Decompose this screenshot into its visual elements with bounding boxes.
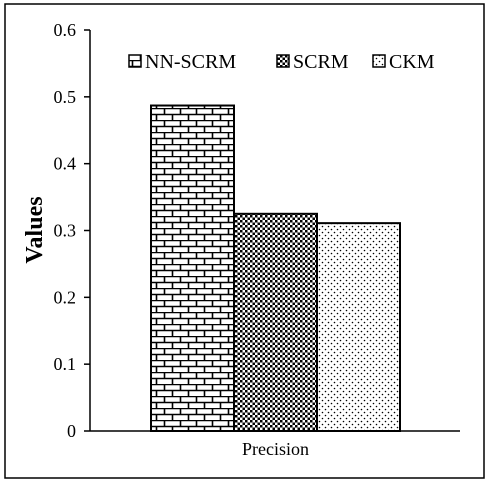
y-tick-label: 0.2	[54, 287, 77, 307]
bars	[150, 104, 401, 432]
legend-swatch-ckm	[372, 54, 386, 68]
bar-nn-scrm	[150, 104, 235, 432]
bar-ckm	[316, 222, 401, 432]
y-tick-label: 0.5	[54, 87, 77, 107]
legend-swatch-scrm	[276, 54, 290, 68]
y-tick-label: 0	[67, 421, 76, 441]
x-axis-tick-labels: Precision	[242, 439, 309, 459]
y-tick-label: 0.1	[54, 354, 77, 374]
y-tick-label: 0.4	[54, 154, 77, 174]
legend-label-scrm: SCRM	[293, 51, 349, 73]
y-axis-label: Values	[22, 196, 48, 263]
legend-label-ckm: CKM	[389, 51, 435, 73]
y-axis-ticks: 0 0.1 0.2 0.3 0.4 0.5 0.6	[54, 20, 90, 441]
y-tick-label: 0.6	[54, 20, 77, 40]
bar-scrm	[233, 212, 318, 432]
legend-swatch-nn-scrm	[128, 54, 142, 68]
x-tick-label: Precision	[242, 439, 309, 459]
chart-frame	[4, 3, 485, 479]
legend: NN-SCRM SCRM CKM	[128, 51, 435, 73]
legend-label-nn-scrm: NN-SCRM	[145, 51, 236, 73]
y-tick-label: 0.3	[54, 221, 77, 241]
